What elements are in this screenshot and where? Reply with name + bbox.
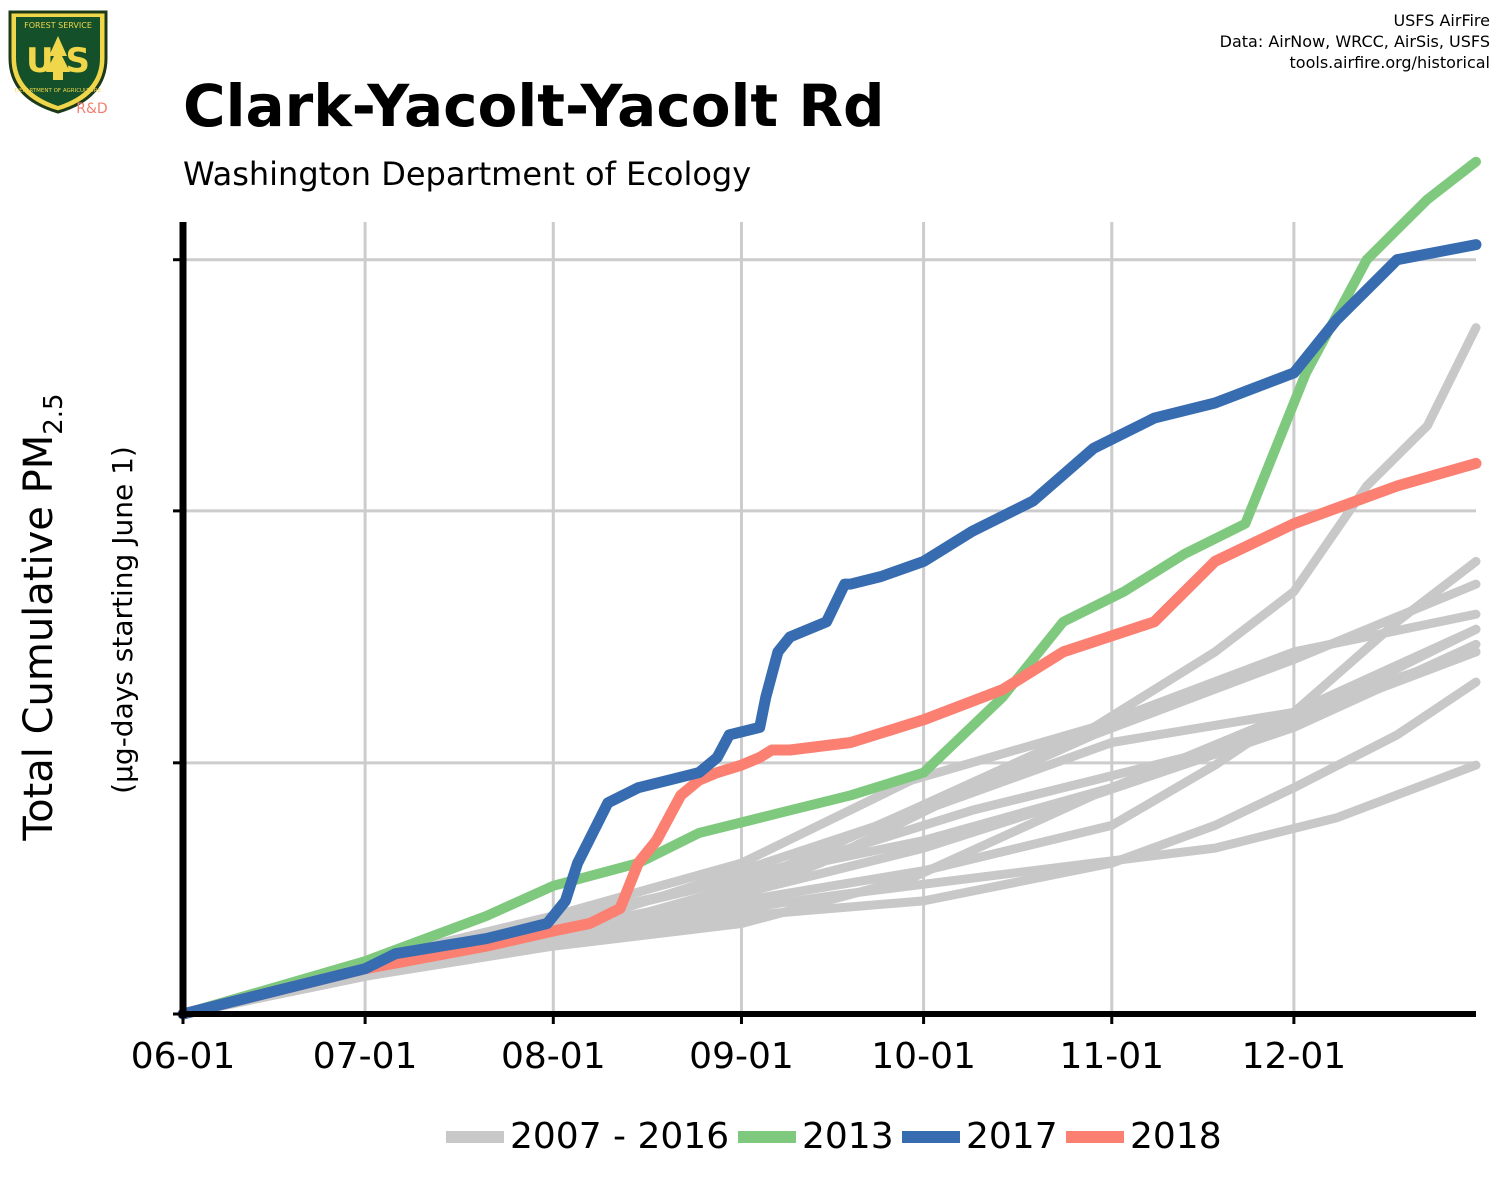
x-tick-labels: 06-01 07-01 08-01 09-01 10-01 11-01 12-01: [131, 1036, 1346, 1077]
credit-org: USFS AirFire: [1393, 11, 1490, 30]
credits: USFS AirFire Data: AirNow, WRCC, AirSis,…: [1220, 10, 1490, 73]
chart-title: Clark-Yacolt-Yacolt Rd: [183, 72, 885, 140]
legend-label-2013: 2013: [802, 1116, 894, 1157]
legend-label-historical: 2007 - 2016: [510, 1116, 730, 1157]
x-tick-label-2: 08-01: [501, 1036, 606, 1077]
legend: 2007 - 2016 2013 2017 2018: [0, 1112, 1500, 1162]
series-line-2018: [177, 457, 1482, 1020]
x-tick-label-0: 06-01: [131, 1036, 236, 1077]
legend-label-2017: 2017: [966, 1116, 1058, 1157]
series-line-2017: [177, 239, 1482, 1020]
credit-data-sources: Data: AirNow, WRCC, AirSis, USFS: [1219, 32, 1490, 51]
chart-subtitle: Washington Department of Ecology: [183, 155, 752, 193]
logo-top-text: FOREST SERVICE: [24, 21, 92, 30]
legend-swatch-historical: [446, 1131, 504, 1143]
x-tick-label-5: 11-01: [1059, 1036, 1164, 1077]
legend-swatch-2018: [1066, 1131, 1124, 1143]
tree-icon: [46, 36, 70, 80]
axes: [173, 222, 1476, 1024]
forest-service-logo: FOREST SERVICE U S DEPARTMENT OF AGRICUL…: [8, 10, 108, 116]
series-line-historical-9: [178, 556, 1481, 1019]
x-tick-label-1: 07-01: [313, 1036, 418, 1077]
legend-swatch-2013: [738, 1131, 796, 1143]
highlight-series-group: [177, 156, 1482, 1020]
logo-bottom-text: DEPARTMENT OF AGRICULTURE: [15, 88, 102, 94]
credit-url: tools.airfire.org/historical: [1289, 53, 1490, 72]
legend-label-2018: 2018: [1130, 1116, 1222, 1157]
x-tick-label-4: 10-01: [871, 1036, 976, 1077]
x-tick-label-6: 12-01: [1242, 1036, 1347, 1077]
legend-swatch-2017: [902, 1131, 960, 1143]
logo-rd-tag: R&D: [76, 101, 107, 116]
x-tick-label-3: 09-01: [689, 1036, 794, 1077]
